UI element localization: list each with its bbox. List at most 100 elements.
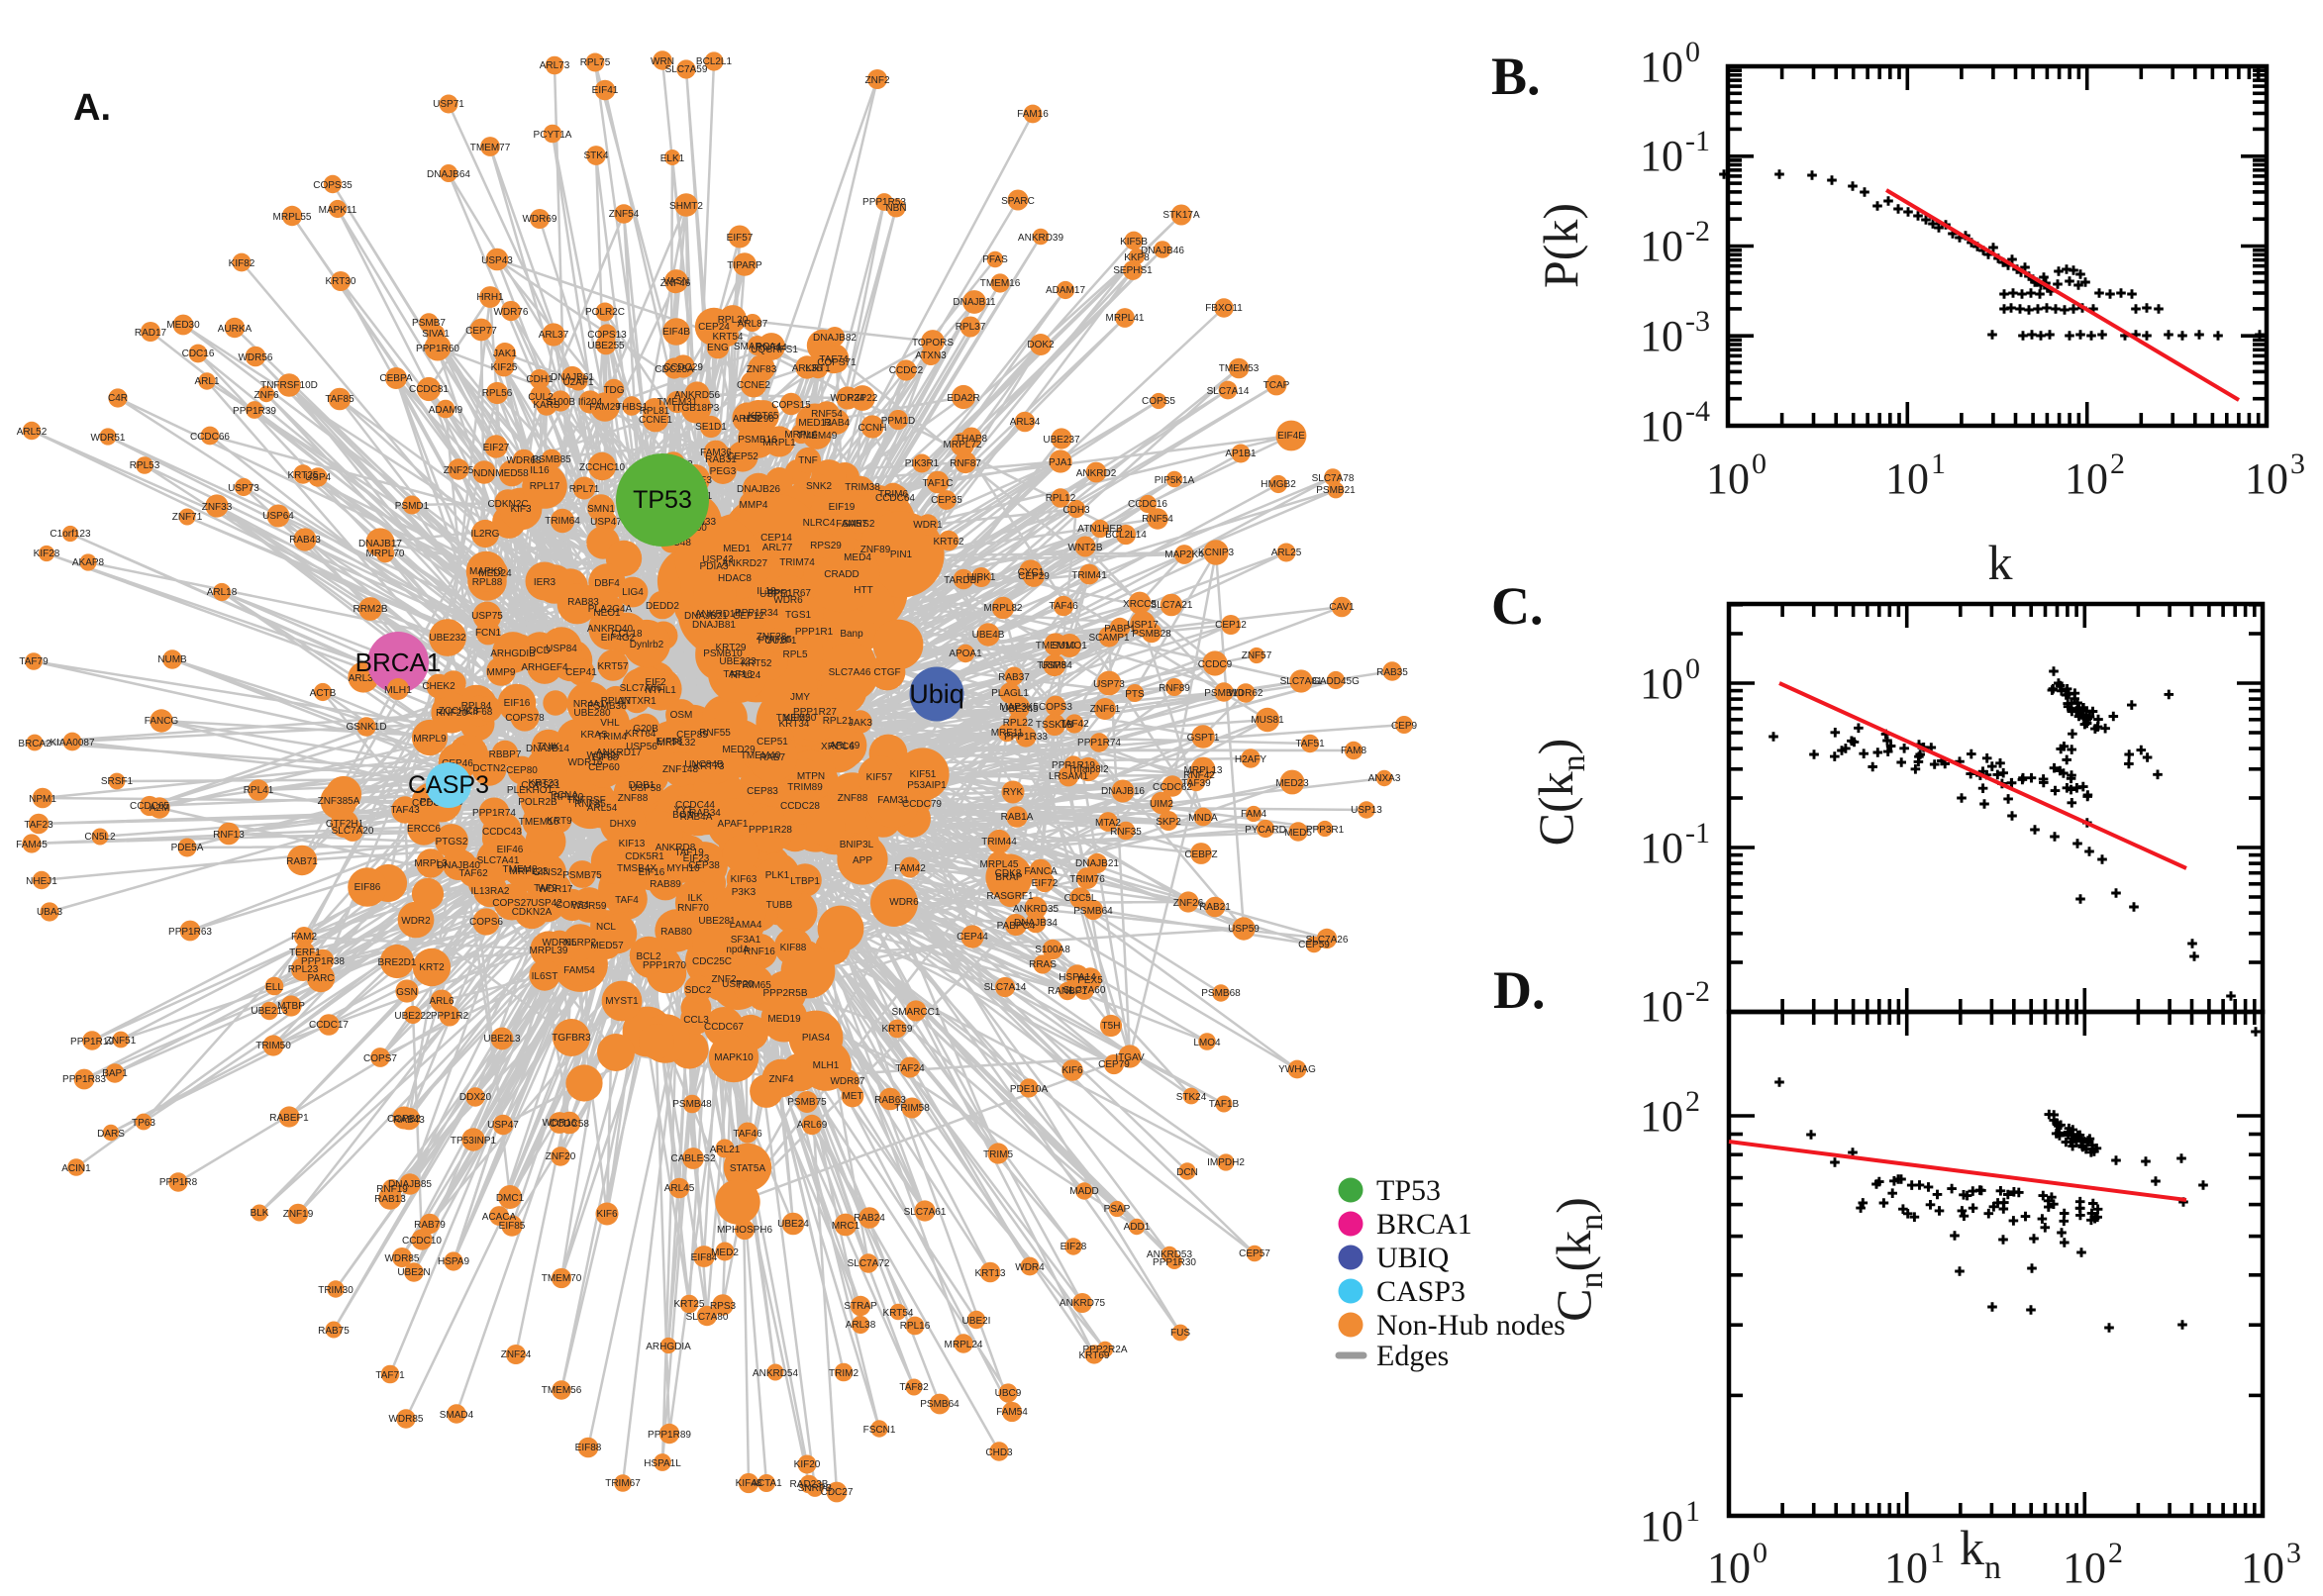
svg-text:CCDC69: CCDC69 — [412, 798, 452, 809]
svg-text:PSMB85: PSMB85 — [532, 454, 571, 465]
svg-text:FAM31: FAM31 — [877, 795, 909, 806]
svg-text:PLEKHO1: PLEKHO1 — [507, 785, 554, 796]
svg-text:SIVA1: SIVA1 — [422, 329, 450, 340]
svg-text:USP71: USP71 — [433, 99, 464, 110]
svg-text:USP43: USP43 — [481, 255, 513, 266]
svg-text:RAB1A: RAB1A — [1001, 812, 1034, 823]
svg-text:ANKRD14: ANKRD14 — [695, 609, 742, 620]
svg-text:COPS5: COPS5 — [1142, 396, 1175, 407]
svg-text:RAB71: RAB71 — [286, 856, 318, 867]
svg-text:DNAJB11: DNAJB11 — [953, 297, 996, 308]
svg-text:DNAJB21: DNAJB21 — [684, 611, 728, 622]
svg-text:TNIK: TNIK — [538, 742, 560, 752]
svg-text:EIF41: EIF41 — [592, 85, 619, 96]
svg-text:ITGB18P3: ITGB18P3 — [673, 403, 720, 414]
svg-text:CEP79: CEP79 — [1098, 1059, 1130, 1070]
svg-text:WRN: WRN — [651, 56, 674, 67]
svg-text:NTHL1: NTHL1 — [645, 685, 676, 696]
svg-text:-2: -2 — [1685, 975, 1710, 1008]
svg-text:MYST1: MYST1 — [605, 996, 639, 1007]
svg-text:KRT54: KRT54 — [883, 1308, 914, 1319]
svg-text:0: 0 — [1753, 1537, 1768, 1569]
svg-text:IL6ST: IL6ST — [532, 971, 558, 982]
svg-text:ZNF46: ZNF46 — [660, 278, 691, 289]
svg-text:PPP2R5B: PPP2R5B — [762, 988, 807, 999]
svg-text:WDR85: WDR85 — [384, 1253, 419, 1264]
svg-text:ZCCHC10: ZCCHC10 — [579, 462, 626, 473]
svg-text:ZNF89: ZNF89 — [860, 545, 891, 555]
svg-text:RABEP1: RABEP1 — [269, 1113, 309, 1124]
svg-text:CCDC17: CCDC17 — [309, 1020, 349, 1031]
svg-text:CCL3: CCL3 — [683, 1015, 709, 1026]
svg-text:HTT: HTT — [854, 585, 872, 596]
svg-text:TRIM89: TRIM89 — [787, 782, 823, 793]
svg-text:Ifi204: Ifi204 — [578, 397, 603, 408]
svg-text:DMC1: DMC1 — [496, 1193, 525, 1204]
svg-text:ANTXR1: ANTXR1 — [617, 696, 656, 707]
svg-text:COPS78: COPS78 — [505, 713, 545, 724]
svg-text:RNF87: RNF87 — [950, 458, 981, 469]
svg-text:PPP1R27: PPP1R27 — [793, 707, 837, 718]
svg-text:C.: C. — [1491, 576, 1544, 636]
svg-text:KRT64: KRT64 — [626, 729, 656, 740]
svg-text:KIF52: KIF52 — [784, 713, 811, 724]
svg-text:ZNF51: ZNF51 — [106, 1036, 137, 1047]
svg-text:ZNF2: ZNF2 — [865, 75, 890, 86]
svg-text:CCDC65: CCDC65 — [130, 801, 169, 812]
svg-text:PABPC4: PABPC4 — [997, 921, 1036, 932]
svg-text:DCD: DCD — [529, 646, 551, 656]
svg-text:PPP1R83: PPP1R83 — [62, 1074, 106, 1085]
svg-text:npdA: npdA — [726, 945, 750, 955]
svg-text:MET: MET — [842, 1091, 862, 1102]
svg-text:TNFRSF10D: TNFRSF10D — [260, 380, 318, 391]
svg-text:EIF84: EIF84 — [691, 1252, 718, 1263]
svg-text:PPP1R70: PPP1R70 — [643, 960, 686, 971]
svg-text:S100A8: S100A8 — [1035, 945, 1070, 955]
svg-text:CEP59: CEP59 — [1298, 940, 1330, 950]
svg-text:RAB75: RAB75 — [318, 1326, 350, 1337]
svg-text:BAP1: BAP1 — [102, 1068, 128, 1079]
svg-text:TAF62: TAF62 — [458, 868, 488, 879]
svg-text:EIF4B: EIF4B — [662, 327, 690, 338]
svg-text:WDR1: WDR1 — [913, 520, 943, 531]
svg-text:TAF19: TAF19 — [674, 848, 704, 858]
svg-text:RAB89: RAB89 — [650, 879, 681, 890]
svg-text:USP50: USP50 — [759, 589, 791, 600]
svg-text:YY1: YY1 — [674, 805, 693, 816]
svg-text:CCDC16: CCDC16 — [1128, 499, 1167, 510]
svg-text:TNF: TNF — [798, 455, 817, 466]
svg-text:SCAMP1: SCAMP1 — [1088, 633, 1130, 644]
svg-text:ARL52: ARL52 — [17, 427, 48, 438]
svg-text:DNAJB61: DNAJB61 — [551, 372, 594, 383]
svg-text:RPL71: RPL71 — [569, 484, 600, 495]
svg-text:TRIM50: TRIM50 — [255, 1041, 291, 1051]
svg-text:PLA2G4A: PLA2G4A — [588, 604, 633, 615]
svg-text:ATXN3: ATXN3 — [915, 350, 947, 361]
svg-text:3: 3 — [2286, 1537, 2301, 1569]
svg-text:CDC25A: CDC25A — [655, 364, 694, 375]
svg-text:P3K3: P3K3 — [732, 887, 757, 898]
svg-text:TAF16: TAF16 — [723, 669, 753, 680]
svg-text:RAB83: RAB83 — [567, 597, 599, 608]
svg-text:KIF3: KIF3 — [510, 504, 532, 515]
svg-text:TRIM30: TRIM30 — [318, 1285, 354, 1296]
svg-text:MRPL41: MRPL41 — [1106, 313, 1145, 324]
svg-text:TRIM84: TRIM84 — [1037, 660, 1072, 671]
svg-text:ANKRD35: ANKRD35 — [1013, 904, 1060, 915]
svg-text:SLC7A80: SLC7A80 — [686, 1312, 729, 1323]
svg-text:KIAA0087: KIAA0087 — [50, 738, 94, 748]
svg-text:-4: -4 — [1685, 395, 1710, 428]
svg-text:ANKRD8: ANKRD8 — [656, 843, 696, 853]
svg-text:ZNF26: ZNF26 — [1173, 898, 1204, 909]
svg-text:RPL75: RPL75 — [580, 57, 611, 68]
svg-text:UBE2I: UBE2I — [962, 1316, 991, 1327]
svg-text:PPP1R30: PPP1R30 — [1153, 1257, 1196, 1268]
svg-text:SLC7A78: SLC7A78 — [1312, 473, 1355, 484]
svg-text:CCDC43: CCDC43 — [482, 827, 522, 838]
svg-text:WDR51: WDR51 — [90, 433, 125, 444]
svg-text:SF3A1: SF3A1 — [731, 935, 761, 946]
svg-text:WDR56: WDR56 — [238, 352, 272, 363]
svg-text:ZNF28: ZNF28 — [757, 632, 787, 643]
svg-text:LIG4: LIG4 — [622, 587, 644, 598]
svg-text:STK24: STK24 — [1176, 1092, 1207, 1103]
